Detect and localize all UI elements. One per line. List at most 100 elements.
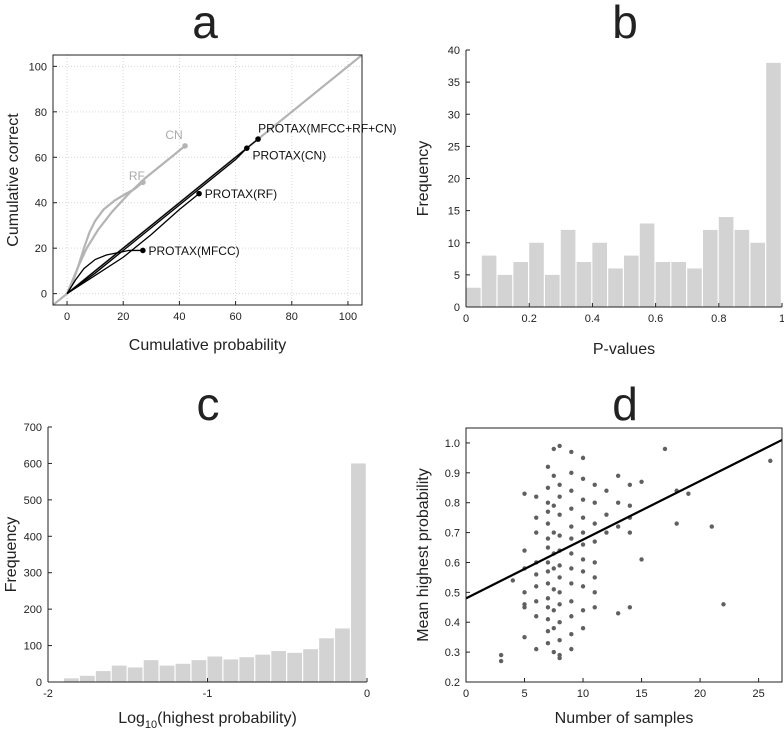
scatter-point bbox=[686, 491, 691, 496]
x-tick-label: 25 bbox=[752, 688, 764, 700]
panel-b-pvalue-histogram: b0 0.2 0.4 0.6 0.8 10510152025303540P-valuesF… bbox=[415, 0, 784, 358]
y-axis-label: Cumulative correct bbox=[5, 113, 22, 247]
histogram-bar bbox=[545, 274, 560, 307]
y-tick-label: 500 bbox=[24, 495, 42, 507]
scatter-point bbox=[551, 626, 556, 631]
scatter-point bbox=[545, 581, 551, 586]
histogram-bar bbox=[655, 262, 671, 307]
scatter-point bbox=[534, 572, 539, 577]
scatter-point bbox=[615, 524, 621, 529]
series-label-2: RF bbox=[129, 169, 145, 183]
histogram-bar bbox=[127, 667, 143, 682]
scatter-point bbox=[557, 494, 562, 499]
scatter-point bbox=[557, 602, 562, 607]
panel-letter-b: b bbox=[612, 0, 638, 48]
scatter-point bbox=[592, 575, 597, 580]
histogram-bar bbox=[734, 229, 750, 307]
x-tick-label: 0.2 bbox=[522, 313, 537, 325]
scatter-point bbox=[569, 536, 574, 541]
x-axis-label: P-values bbox=[593, 341, 655, 358]
scatter-point bbox=[557, 563, 562, 568]
scatter-point bbox=[639, 557, 644, 562]
y-tick-label: 15 bbox=[448, 206, 460, 218]
y-tick-label: 700 bbox=[24, 422, 42, 434]
histogram-bar bbox=[766, 62, 781, 307]
x-tick-label: 0 bbox=[463, 313, 469, 325]
scatter-point bbox=[580, 497, 586, 502]
scatter-point bbox=[557, 533, 562, 538]
scatter-point bbox=[545, 629, 551, 634]
scatter-point bbox=[534, 515, 539, 520]
histogram-bar bbox=[159, 665, 175, 682]
histogram-bar bbox=[111, 665, 127, 682]
y-tick-label: 0.3 bbox=[445, 647, 460, 659]
scatter-point bbox=[551, 503, 556, 508]
y-tick-label: 30 bbox=[448, 109, 460, 121]
x-tick-label: 20 bbox=[694, 688, 706, 700]
y-tick-label: 0 bbox=[36, 677, 42, 689]
scatter-point bbox=[557, 590, 562, 595]
histogram-bar bbox=[191, 660, 207, 682]
scatter-point bbox=[569, 581, 574, 586]
scatter-point bbox=[545, 596, 551, 601]
histogram-bar bbox=[175, 663, 191, 682]
scatter-point bbox=[604, 512, 609, 517]
scatter-point bbox=[580, 542, 586, 547]
scatter-point bbox=[551, 446, 556, 452]
y-tick-label: 20 bbox=[35, 243, 47, 255]
y-tick-label: 0.6 bbox=[445, 557, 460, 569]
panel-letter-d: d bbox=[612, 378, 638, 430]
y-tick-label: 1.0 bbox=[445, 438, 460, 450]
series-label-5: PROTAX(RF) bbox=[205, 187, 277, 201]
y-tick-label: 80 bbox=[35, 107, 47, 119]
scatter-point bbox=[545, 464, 551, 470]
scatter-point bbox=[534, 530, 539, 535]
y-tick-label: 0.5 bbox=[445, 587, 460, 599]
y-tick-label: 0.9 bbox=[445, 468, 460, 480]
scatter-point bbox=[569, 631, 574, 637]
scatter-point bbox=[569, 551, 574, 556]
histogram-bar bbox=[207, 656, 223, 682]
histogram-bar bbox=[255, 654, 271, 682]
scatter-point bbox=[615, 473, 621, 479]
x-tick-label: 15 bbox=[635, 688, 647, 700]
scatter-point bbox=[569, 614, 574, 619]
histogram-bar bbox=[239, 657, 255, 682]
x-tick-label: 0.4 bbox=[585, 313, 600, 325]
histogram-bar bbox=[271, 651, 287, 682]
scatter-point bbox=[522, 590, 527, 595]
series-endpoint-5 bbox=[196, 190, 202, 197]
scatter-point bbox=[569, 646, 574, 652]
x-tick-label: 0 bbox=[364, 688, 370, 700]
scatter-point bbox=[569, 449, 574, 455]
y-tick-label: 100 bbox=[29, 61, 47, 73]
histogram-bar bbox=[513, 262, 528, 307]
y-tick-label: 100 bbox=[24, 641, 42, 653]
scatter-point bbox=[557, 443, 562, 449]
scatter-point bbox=[557, 482, 562, 487]
histogram-bar bbox=[335, 628, 350, 682]
x-tick-label: 80 bbox=[286, 311, 298, 323]
scatter-point bbox=[768, 458, 773, 464]
scatter-point bbox=[627, 530, 633, 535]
scatter-point bbox=[592, 500, 597, 505]
y-tick-label: 300 bbox=[24, 568, 42, 580]
scatter-point bbox=[569, 566, 574, 571]
series-label-4: PROTAX(CN) bbox=[252, 149, 326, 163]
y-tick-label: 0 bbox=[454, 302, 460, 314]
scatter-point bbox=[551, 566, 556, 571]
scatter-point bbox=[580, 515, 586, 520]
y-axis-label: Mean highest probability bbox=[415, 468, 432, 641]
y-tick-label: 5 bbox=[454, 270, 460, 282]
histogram-bar bbox=[592, 242, 607, 307]
histogram-bar bbox=[560, 229, 576, 307]
scatter-point bbox=[592, 482, 597, 487]
histogram-bar bbox=[95, 671, 111, 682]
series-line-3 bbox=[66, 138, 259, 295]
x-tick-label: 1 bbox=[779, 313, 784, 325]
histogram-bar bbox=[303, 649, 318, 682]
x-tick-label: -2 bbox=[43, 688, 53, 700]
scatter-point bbox=[557, 637, 562, 643]
histogram-bar bbox=[576, 262, 592, 307]
scatter-point bbox=[522, 491, 527, 496]
